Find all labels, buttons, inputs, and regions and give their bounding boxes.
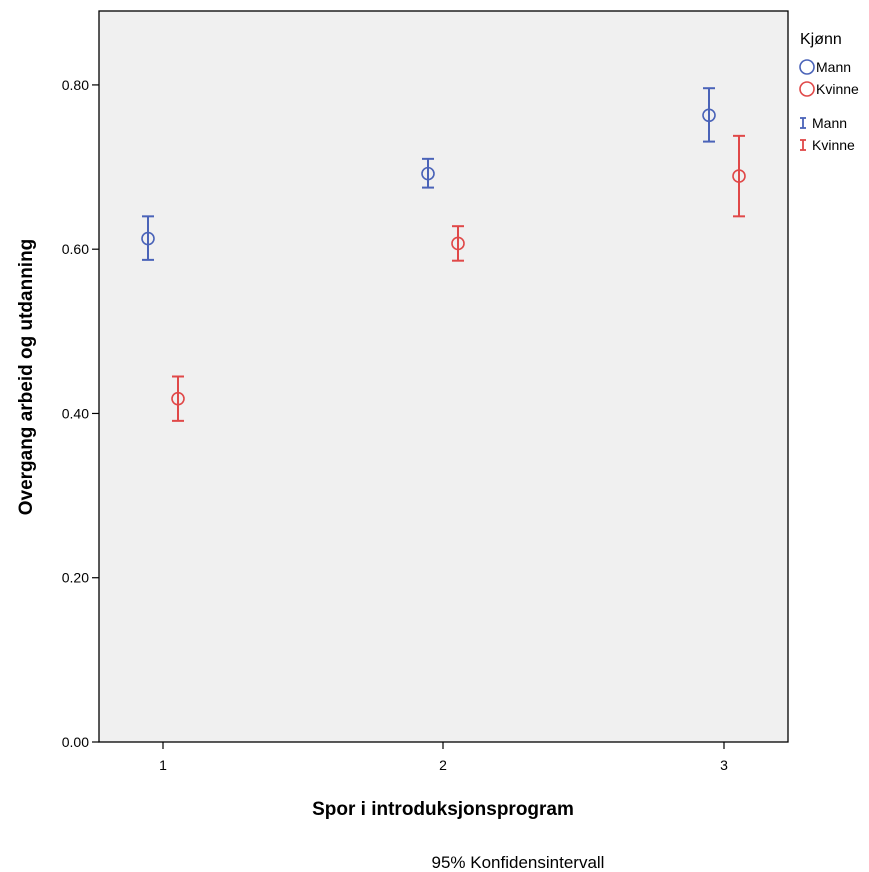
x-tick-label: 3	[720, 757, 728, 773]
legend-label: Kvinne	[812, 137, 855, 153]
legend-circle-marker-kvinne	[799, 81, 815, 97]
x-axis-title: Spor i introduksjonsprogram	[312, 799, 574, 820]
legend-label: Mann	[812, 115, 847, 131]
x-axis: 1 2 3	[159, 742, 728, 773]
x-tick-label: 1	[159, 757, 167, 773]
legend-title: Kjønn	[800, 31, 842, 48]
legend-label: Kvinne	[816, 81, 859, 97]
legend-circle-marker-mann	[799, 59, 815, 75]
y-tick-label: 0.60	[62, 241, 89, 257]
y-tick-label: 0.00	[62, 734, 89, 750]
point-marker-kvinne	[732, 169, 746, 183]
point-marker-mann	[141, 231, 155, 246]
point-marker-mann	[702, 108, 716, 123]
legend-label: Mann	[816, 59, 851, 75]
legend: Kjønn Mann Kvinne Mann Kvinne	[799, 31, 859, 153]
point-marker-kvinne	[171, 391, 185, 406]
y-axis: 0.00 0.20 0.40 0.60 0.80	[62, 77, 99, 750]
y-tick-label: 0.80	[62, 77, 89, 93]
point-marker-kvinne	[451, 236, 465, 251]
data-marks	[141, 87, 746, 422]
y-axis-title: Overgang arbeid og utdanning	[16, 239, 37, 516]
footnote: 95% Konfidensintervall	[432, 853, 605, 872]
point-marker-mann	[421, 166, 435, 181]
x-tick-label: 2	[439, 757, 447, 773]
y-tick-label: 0.20	[62, 570, 89, 586]
y-tick-label: 0.40	[62, 405, 89, 421]
plot-area	[98, 10, 789, 743]
